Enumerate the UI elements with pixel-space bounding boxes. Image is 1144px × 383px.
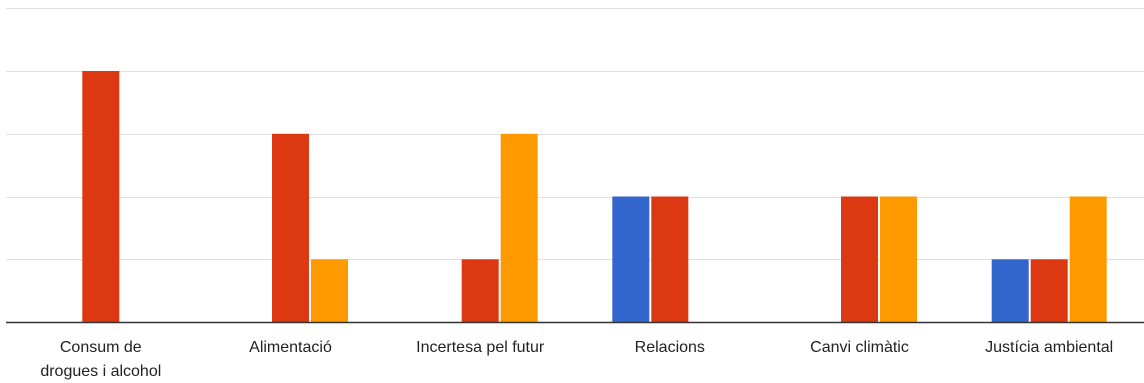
bar-2-1 xyxy=(461,259,499,323)
bar-0-1 xyxy=(82,71,120,322)
category-label-4: Canvi climàtic xyxy=(810,339,909,356)
bar-5-1 xyxy=(1030,259,1068,323)
bar-4-1 xyxy=(841,196,878,322)
bar-3-0 xyxy=(612,196,650,322)
category-label-3: Relacions xyxy=(635,339,705,356)
bar-1-2 xyxy=(311,259,348,323)
bar-2-2 xyxy=(500,133,538,323)
bar-1-1 xyxy=(272,133,309,323)
bar-5-2 xyxy=(1069,196,1107,322)
bar-5-0 xyxy=(991,259,1029,323)
gridlines xyxy=(6,8,1144,260)
category-labels: Consum de drogues i alcohol Alimentació Inc… xyxy=(40,339,1113,380)
bars xyxy=(82,71,1107,323)
bar-3-1 xyxy=(651,196,689,322)
category-label-0: Consum de drogues i alcohol xyxy=(40,339,161,380)
category-label-2: Incertesa pel futur xyxy=(416,339,545,356)
category-label-1: Alimentació xyxy=(249,339,332,356)
bar-4-2 xyxy=(880,196,917,322)
category-label-5: Justícia ambiental xyxy=(985,339,1113,356)
